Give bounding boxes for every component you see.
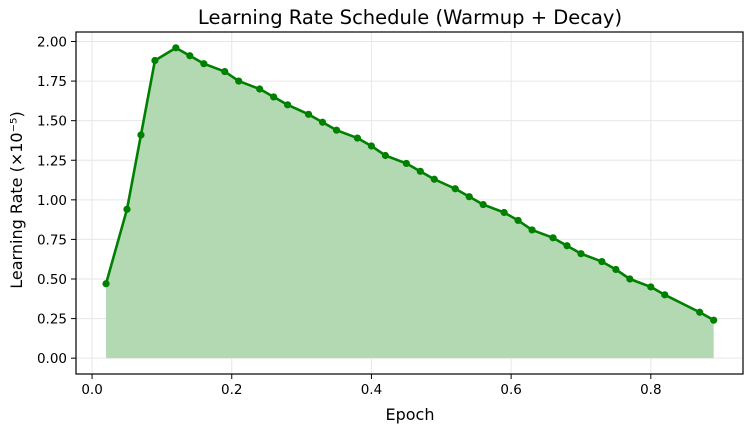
- x-tick-label: 0.2: [221, 382, 242, 398]
- data-point-marker: [270, 93, 278, 101]
- data-point-marker: [172, 44, 180, 52]
- data-point-marker: [563, 242, 571, 250]
- y-tick-label: 1.00: [37, 193, 67, 209]
- y-tick-label: 1.75: [37, 74, 67, 90]
- data-point-marker: [353, 134, 362, 142]
- data-point-marker: [661, 291, 669, 299]
- data-point-marker: [626, 275, 634, 283]
- data-point-marker: [318, 118, 327, 126]
- data-point-marker: [256, 85, 264, 93]
- data-point-marker: [612, 265, 620, 274]
- data-point-marker: [430, 175, 438, 183]
- data-point-marker: [381, 151, 390, 160]
- data-point-marker: [186, 52, 194, 60]
- area-under-curve: [106, 47, 714, 359]
- data-point-marker: [514, 216, 522, 225]
- x-tick-label: 0.4: [361, 382, 382, 398]
- data-point-marker: [367, 142, 376, 150]
- data-point-marker: [200, 60, 208, 68]
- data-point-marker: [416, 167, 424, 175]
- y-tick-label: 2.00: [37, 35, 67, 51]
- x-tick-label: 0.6: [500, 382, 521, 398]
- data-point-marker: [304, 110, 313, 118]
- data-point-marker: [500, 208, 508, 217]
- data-markers: [102, 44, 718, 324]
- data-point-marker: [465, 193, 473, 201]
- plot-frame: [75, 31, 744, 375]
- y-tick-label: 0.00: [37, 351, 67, 367]
- data-point-marker: [235, 77, 243, 85]
- data-point-marker: [479, 200, 487, 209]
- y-tick-label: 0.50: [37, 272, 67, 288]
- data-point-marker: [549, 234, 557, 242]
- y-tick-label: 0.75: [37, 232, 67, 248]
- y-tick-label: 1.25: [37, 153, 67, 169]
- x-tick-label: 0.0: [81, 382, 102, 398]
- data-point-marker: [451, 185, 459, 193]
- y-axis-label: Learning Rate (×10⁻⁵): [7, 111, 26, 288]
- y-tick-label: 0.25: [37, 312, 67, 328]
- x-axis-label: Epoch: [386, 405, 435, 424]
- data-point-marker: [402, 159, 410, 168]
- data-point-marker: [696, 308, 704, 316]
- area-fill: [106, 47, 714, 359]
- data-point-marker: [284, 101, 292, 109]
- x-tick-label: 0.8: [640, 382, 661, 398]
- y-tick-label: 1.50: [37, 114, 67, 130]
- chart-title: Learning Rate Schedule (Warmup + Decay): [198, 6, 622, 29]
- x-axis-ticks: 0.0 0.2 0.4 0.6 0.8: [81, 374, 662, 398]
- data-point-marker: [332, 126, 341, 134]
- data-point-marker: [102, 280, 110, 288]
- data-point-marker: [137, 131, 145, 139]
- data-point-marker: [151, 56, 159, 65]
- data-point-marker: [598, 257, 606, 266]
- data-point-marker: [123, 205, 131, 213]
- y-axis-ticks: 0.00 0.25 0.50 0.75 1.00 1.25 1.50 1.75 2.00: [37, 35, 76, 367]
- data-point-marker: [577, 250, 585, 258]
- data-point-marker: [221, 67, 229, 76]
- data-point-marker: [647, 283, 655, 291]
- data-point-marker: [710, 316, 718, 324]
- data-point-marker: [528, 226, 536, 234]
